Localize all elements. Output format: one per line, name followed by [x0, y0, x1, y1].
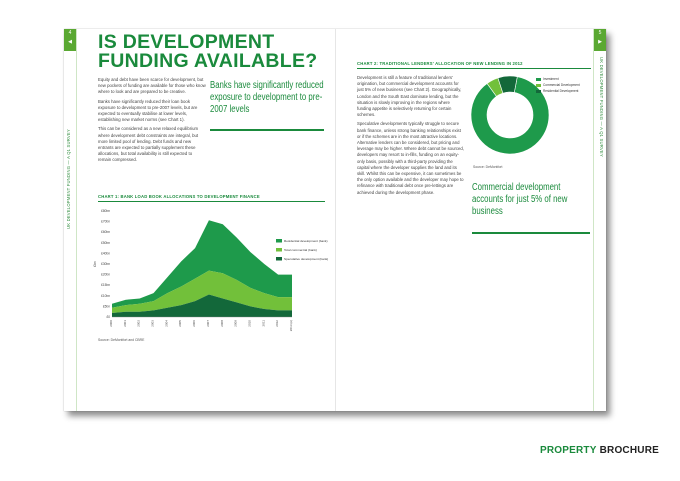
chart2-legend: Investment Commercial Development Reside… — [536, 77, 580, 96]
chart1-xtick-label: 2004 — [164, 320, 168, 327]
pull-quote-rule-left — [210, 129, 324, 131]
page-spine — [335, 29, 336, 411]
chart1-series-area — [112, 270, 292, 314]
chart1-xtick-label: 2013 (e) — [289, 320, 293, 331]
chart1-xtick-label: 2001 — [123, 320, 127, 327]
chart1-area-chart: £80bn £70bn £60bn £50bn £40bn £30bn £20bn £15bn… — [93, 209, 328, 331]
chart1-xtick-label: 2002 — [137, 320, 141, 327]
chart1-ytick-label: £5bn — [103, 304, 110, 308]
chart1-xtick-label: 2007 — [206, 320, 210, 327]
chart1-ytick-label: £70bn — [101, 220, 110, 224]
chart1-ytick-label: £50bn — [101, 241, 110, 245]
chart2-source: Source: DeMontfort — [473, 165, 503, 169]
right-margin-strip: 5 ▶ — [593, 29, 606, 411]
legend-label: Investment — [543, 77, 559, 81]
chart2-donut-chart — [470, 75, 550, 155]
legend-item: Investment — [536, 77, 580, 81]
side-label-right: UK DEVELOPMENT FUNDING — A Q1 SURVEY — [599, 57, 604, 157]
right-body-text: Development is still a feature of tradit… — [357, 75, 465, 199]
left-paragraph: This can be considered as a new relaxed … — [98, 126, 199, 163]
legend-label: Residential Development — [543, 89, 579, 94]
page-number-left: 4 — [68, 30, 72, 36]
arrow-right-icon: ▶ — [598, 39, 602, 45]
pull-quote-rule-right — [472, 232, 590, 234]
left-paragraph: Equity and debt have been scarce for dev… — [98, 77, 206, 95]
chart1-ytick-label: £80bn — [101, 209, 110, 213]
chart1-xtick-label: 2006 — [192, 320, 196, 327]
page-title: IS DEVELOPMENT FUNDING AVAILABLE? — [98, 31, 318, 72]
chart1-title-rule — [98, 201, 325, 202]
left-paragraph: Banks have significantly reduced their l… — [98, 98, 198, 123]
chart1-xtick-label: 2005 — [178, 320, 182, 327]
chart1-legend-swatch — [276, 257, 282, 261]
legend-item: Commercial Development — [536, 83, 580, 87]
chart1-ylabel: £bn — [93, 261, 97, 267]
chart1-series-area — [112, 220, 292, 308]
pull-quote-left: Banks have significantly reduced exposur… — [210, 80, 324, 115]
page-number-right: 5 — [598, 30, 602, 36]
chart1-xtick-label: 2010 — [247, 320, 251, 327]
chart1-title: CHART 1: BANK LOAD BOOK ALLOCATIONS TO D… — [98, 194, 260, 199]
chart2-slice — [470, 76, 550, 155]
chart2-title: CHART 2: TRADITIONAL LENDERS' ALLOCATION… — [357, 61, 523, 66]
chart1-legend-label: Total commercial (bank) — [284, 248, 317, 252]
right-paragraph: Development is still a feature of tradit… — [357, 75, 462, 118]
brochure-spread: 4 ◀ UK DEVELOPMENT FUNDING — A Q1 SURVEY… — [64, 29, 606, 411]
chart1-xtick-label: 2008 — [220, 320, 224, 327]
chart1-legend-label: Speculative development (bank) — [284, 257, 328, 261]
legend-label: Commercial Development — [543, 83, 580, 88]
page-tab-left[interactable]: 4 ◀ — [64, 29, 76, 51]
chart1-ytick-label: £20bn — [101, 273, 110, 277]
chart1-ytick-label: £15bn — [101, 283, 110, 287]
chart1-ytick-label: £30bn — [101, 262, 110, 266]
chart1-xtick-label: 2011 — [261, 320, 265, 327]
chart1-ytick-label: £40bn — [101, 251, 110, 255]
right-paragraph: Speculative developments typically strug… — [357, 121, 465, 195]
chart1-xtick-label: 2000 — [109, 320, 113, 327]
chart1-ytick-label: £10bn — [101, 294, 110, 298]
chart1-legend-swatch — [276, 248, 282, 252]
chart1-series-area — [112, 294, 292, 317]
chart1-xtick-label: 2009 — [234, 320, 238, 327]
chart1-ytick-label: £0 — [106, 315, 110, 319]
title-line-2: FUNDING AVAILABLE? — [98, 50, 318, 72]
legend-item: Residential Development — [536, 89, 580, 93]
chart1-ytick-label: £60bn — [101, 230, 110, 234]
chart1-legend-label: Residential development (bank) — [284, 239, 328, 243]
chart1-xtick-label: 2012 — [275, 320, 279, 327]
page-tab-right[interactable]: 5 ▶ — [594, 29, 606, 51]
chart1-xtick-label: 2003 — [151, 320, 155, 327]
brand-part-2: BROCHURE — [599, 445, 659, 456]
side-label-left: UK DEVELOPMENT FUNDING — A Q1 SURVEY — [66, 129, 71, 229]
left-body-text: Equity and debt have been scarce for dev… — [98, 77, 206, 167]
title-line-1: IS DEVELOPMENT — [98, 31, 275, 53]
chart2-title-rule — [357, 68, 591, 69]
arrow-left-icon: ◀ — [68, 39, 72, 45]
chart1-legend-swatch — [276, 239, 282, 243]
brand-part-1: PROPERTY — [540, 445, 597, 456]
left-margin-strip: 4 ◀ UK DEVELOPMENT FUNDING — A Q1 SURVEY — [64, 29, 77, 411]
pull-quote-right: Commercial development accounts for just… — [472, 182, 568, 217]
chart1-source: Source: DeMontfort and CBRE — [98, 338, 145, 342]
brand-wordmark: PROPERTY BROCHURE — [540, 445, 659, 456]
chart2-slice — [497, 75, 518, 94]
